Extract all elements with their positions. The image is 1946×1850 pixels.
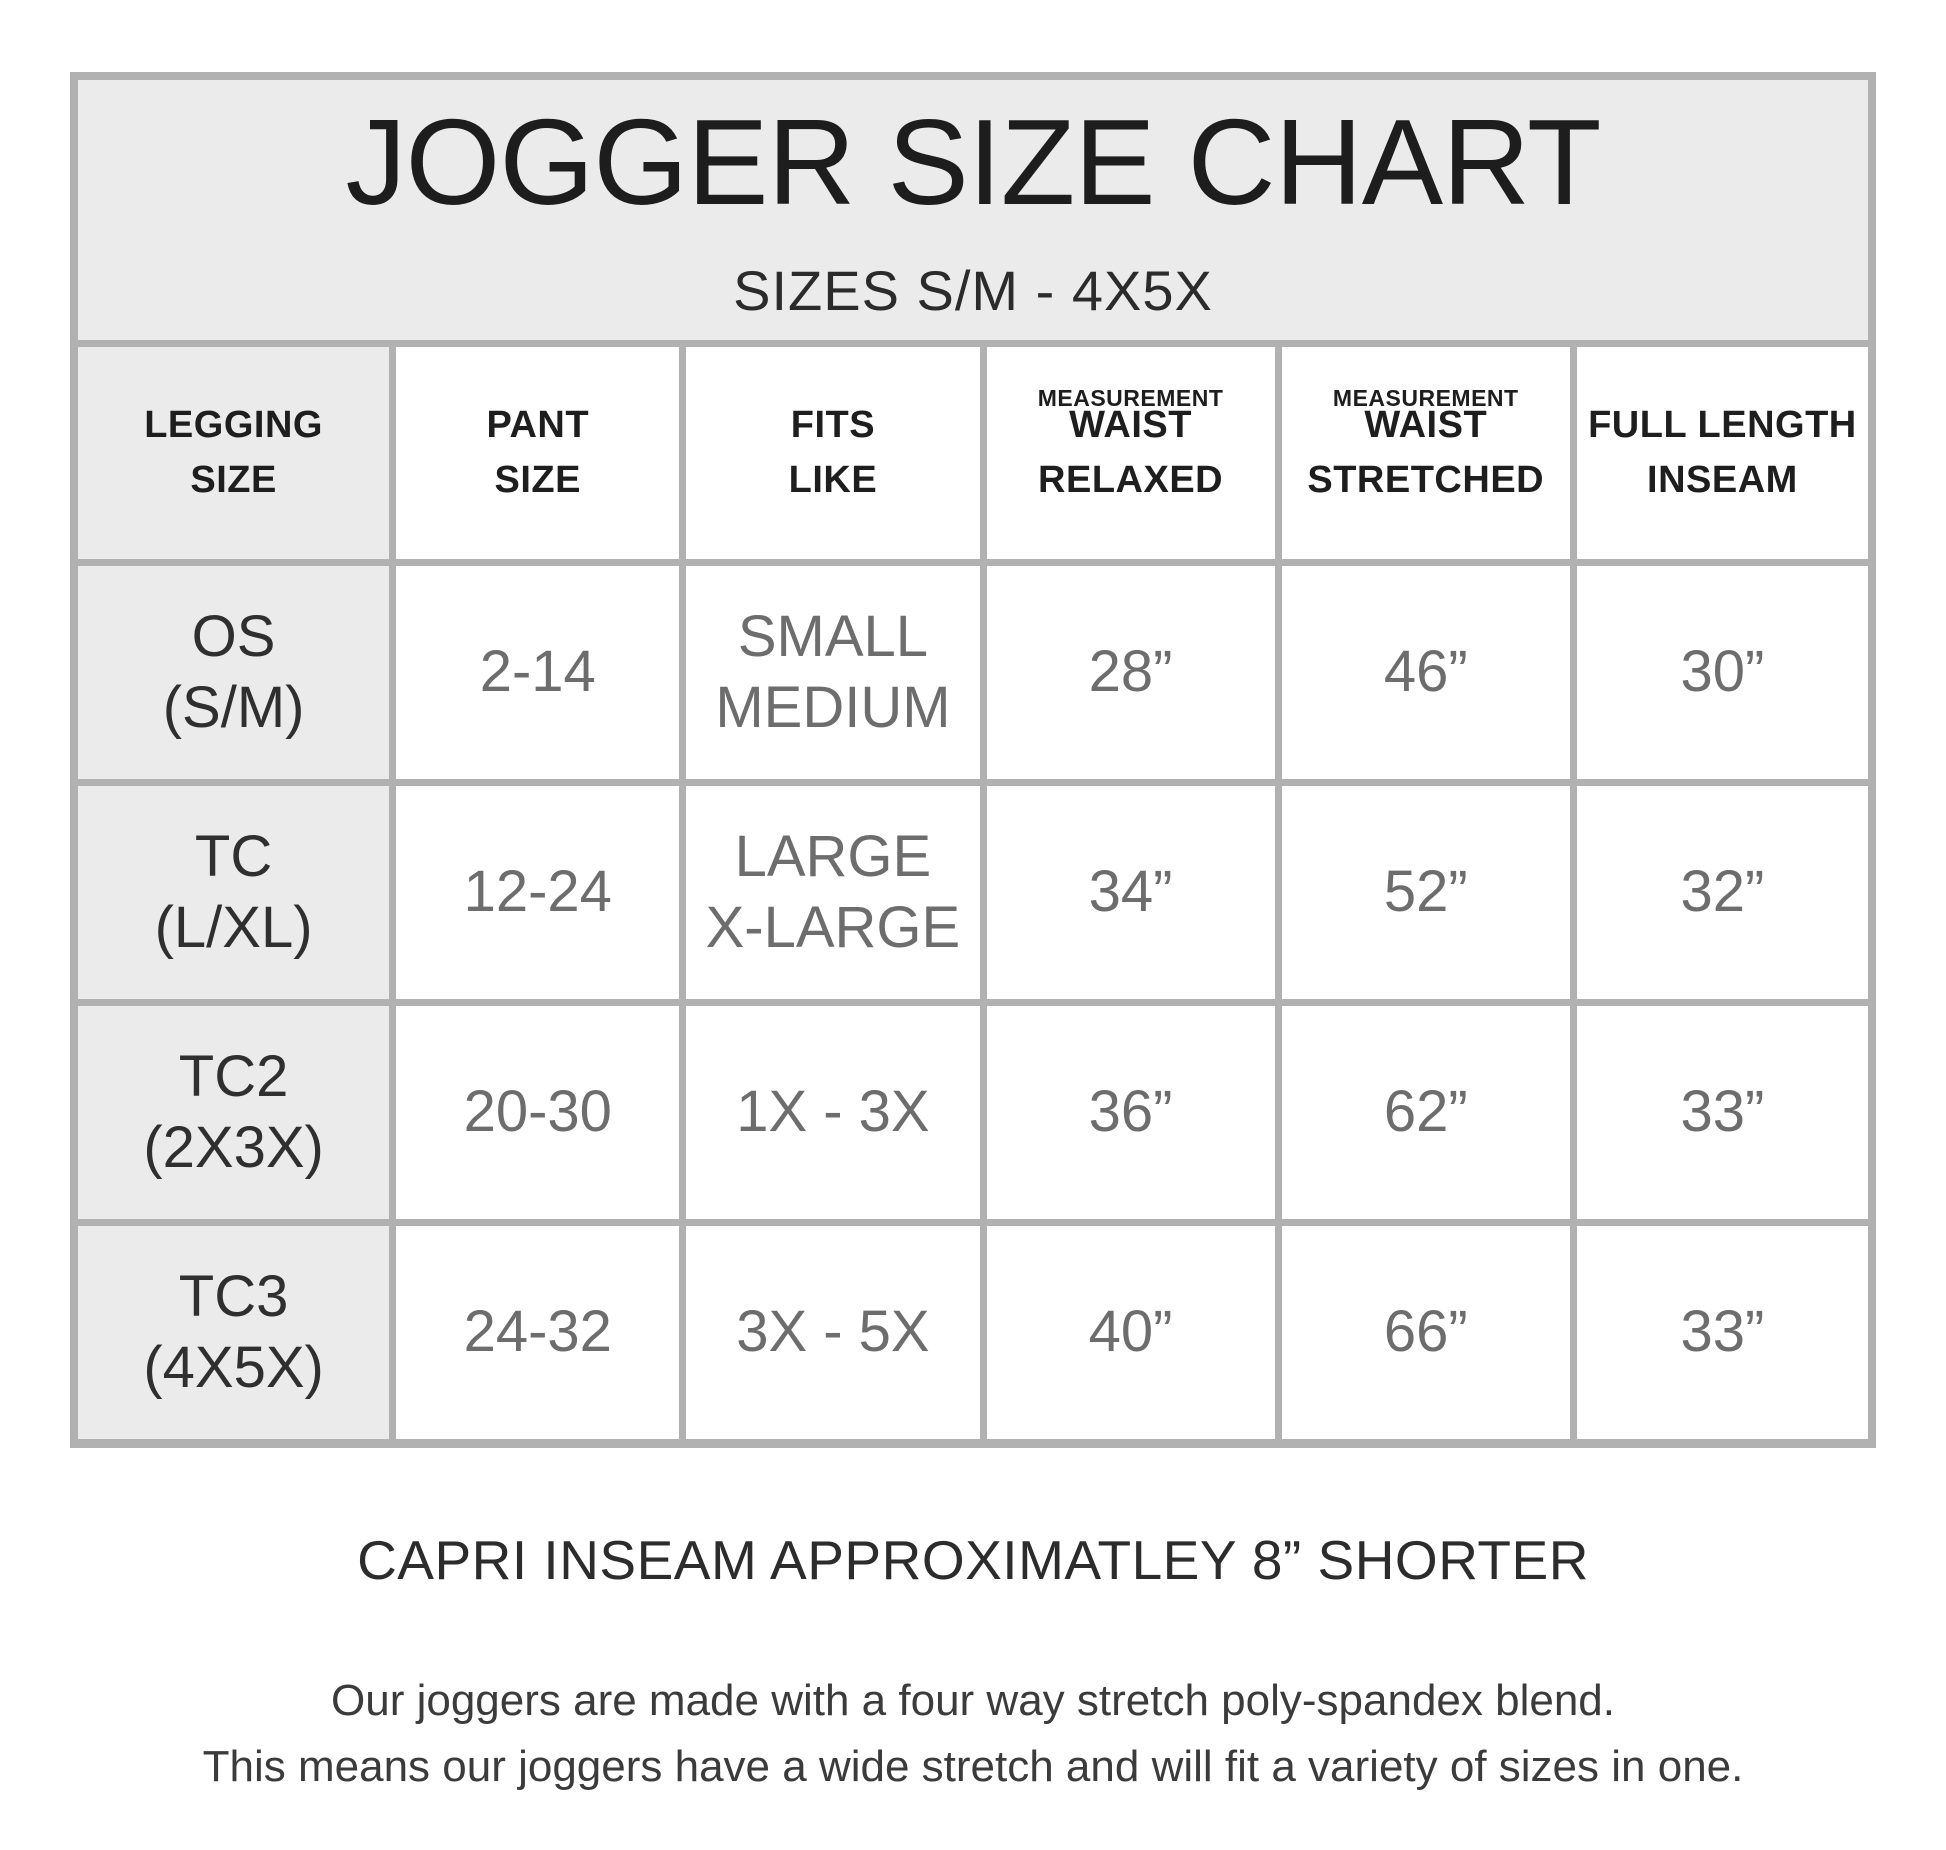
cell-fits-like: LARGE X-LARGE (686, 786, 980, 999)
column-header-label: FULL LENGTH INSEAM (1588, 403, 1857, 501)
size-chart-table: JOGGER SIZE CHART SIZES S/M - 4X5X LEGGI… (70, 72, 1876, 1448)
measurement-superlabel: MEASUREMENT (1332, 385, 1519, 411)
column-header-pant-size: PANT SIZE (396, 347, 680, 559)
capri-inseam-note: CAPRI INSEAM APPROXIMATLEY 8” SHORTER (357, 1529, 1589, 1591)
cell-fits-like: 1X - 3X (686, 1006, 980, 1219)
cell-fits-like: SMALL MEDIUM (686, 566, 980, 779)
column-header-label: WAIST STRETCHED (1307, 403, 1545, 501)
row-label-tc2-2x3x: TC2 (2X3X) (78, 1006, 390, 1219)
cell-inseam: 30” (1576, 566, 1868, 779)
description-line-2: This means our joggers have a wide stret… (202, 1742, 1744, 1791)
cell-inseam: 32” (1576, 786, 1868, 999)
cell-waist-stretched: 62” (1281, 1006, 1570, 1219)
row-label-tc-lxl: TC (L/XL) (78, 786, 390, 999)
column-header-waist-stretched: MEASUREMENT WAIST STRETCHED (1281, 347, 1570, 559)
chart-subtitle: SIZES S/M - 4X5X (733, 259, 1213, 322)
cell-inseam: 33” (1576, 1226, 1868, 1439)
cell-pant-size: 12-24 (396, 786, 680, 999)
cell-pant-size: 20-30 (396, 1006, 680, 1219)
row-label-tc3-4x5x: TC3 (4X5X) (78, 1226, 390, 1439)
cell-pant-size: 2-14 (396, 566, 680, 779)
cell-fits-like: 3X - 5X (686, 1226, 980, 1439)
column-header-full-length-inseam: FULL LENGTH INSEAM (1576, 347, 1868, 559)
cell-pant-size: 24-32 (396, 1226, 680, 1439)
cell-waist-relaxed: 28” (986, 566, 1275, 779)
cell-waist-relaxed: 40” (986, 1226, 1275, 1439)
description-line-1: Our joggers are made with a four way str… (331, 1676, 1615, 1725)
cell-waist-stretched: 52” (1281, 786, 1570, 999)
column-header-waist-relaxed: MEASUREMENT WAIST RELAXED (986, 347, 1275, 559)
column-header-fits-like: FITS LIKE (686, 347, 980, 559)
cell-waist-relaxed: 36” (986, 1006, 1275, 1219)
column-header-legging-size: LEGGING SIZE (78, 347, 390, 559)
column-header-label: FITS LIKE (788, 403, 878, 501)
cell-waist-relaxed: 34” (986, 786, 1275, 999)
row-label-os-sm: OS (S/M) (78, 566, 390, 779)
material-description: Our joggers are made with a four way str… (0, 1668, 1946, 1800)
chart-title-band: JOGGER SIZE CHART SIZES S/M - 4X5X (78, 80, 1868, 340)
column-header-label: LEGGING SIZE (144, 403, 323, 501)
cell-waist-stretched: 66” (1281, 1226, 1570, 1439)
cell-waist-stretched: 46” (1281, 566, 1570, 779)
cell-inseam: 33” (1576, 1006, 1868, 1219)
chart-title: JOGGER SIZE CHART (345, 94, 1601, 230)
measurement-superlabel: MEASUREMENT (1037, 385, 1224, 411)
column-header-label: WAIST RELAXED (1038, 403, 1224, 501)
column-header-label: PANT SIZE (486, 403, 590, 501)
